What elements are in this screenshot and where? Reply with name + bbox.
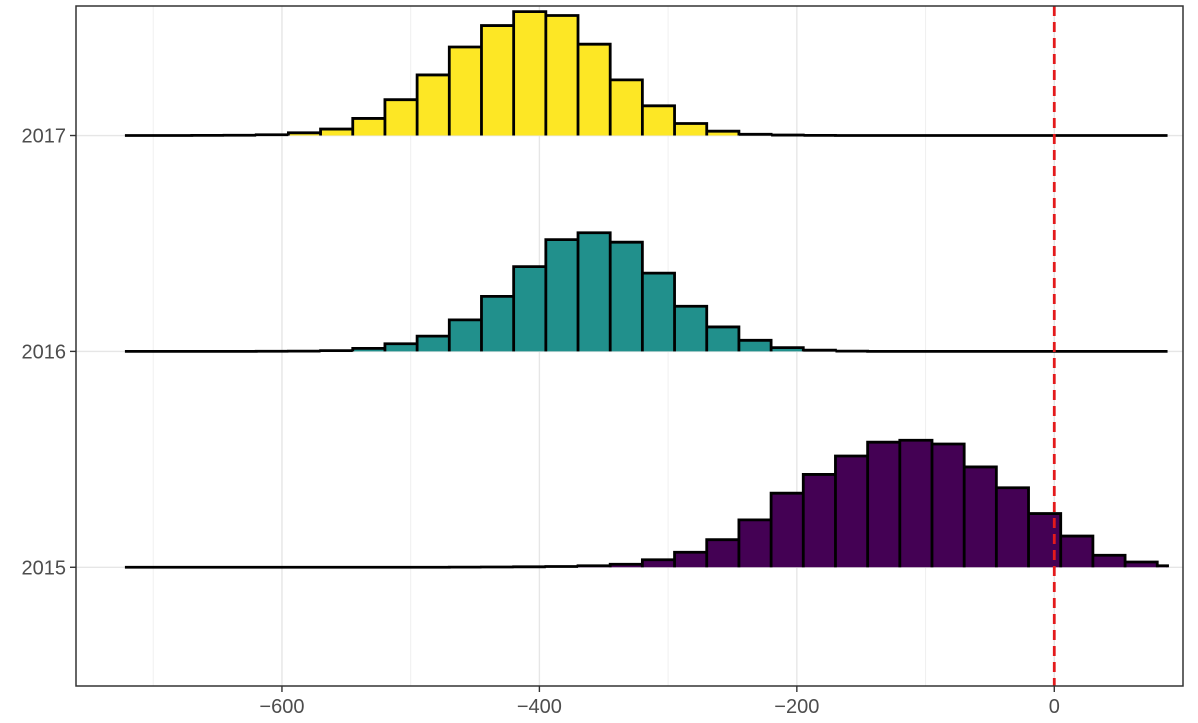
y-tick-label: 2015 [22,557,67,579]
ridge-2016 [124,231,1168,353]
ridge-2015 [124,438,1169,569]
ridge-fill [124,440,1168,568]
x-tick-label: 0 [1049,696,1060,718]
axis-layer: −600 −400 −200 0 2015 2016 2017 [22,126,1060,718]
x-tick-label: −400 [517,696,562,718]
ridge-outline [124,231,1168,353]
x-tick-label: −200 [774,696,819,718]
ridge-fill [124,232,1168,352]
x-tick-label: −600 [259,696,304,718]
ridge-outline [124,438,1169,569]
y-tick-label: 2016 [22,341,67,363]
panel-border [75,5,1184,687]
y-tick-label: 2017 [22,126,67,148]
